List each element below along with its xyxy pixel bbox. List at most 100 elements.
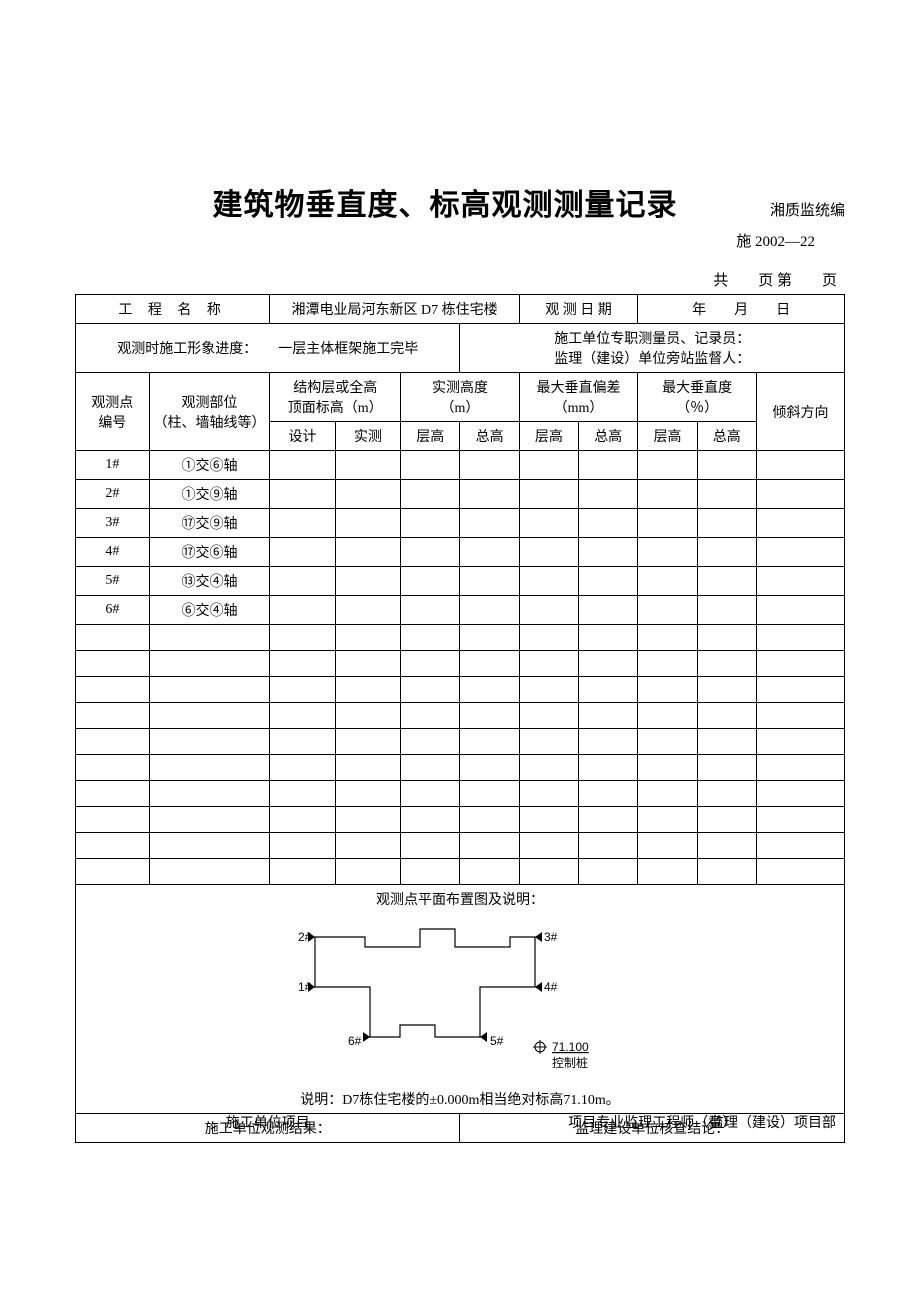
table-row: 3#⑰交⑨轴 bbox=[76, 509, 845, 538]
cell-pos: ⑰交⑨轴 bbox=[149, 509, 270, 538]
cell-empty bbox=[335, 596, 400, 625]
cell-empty bbox=[697, 703, 756, 729]
personnel-line2: 监理（建设）单位旁站监督人： bbox=[462, 348, 842, 368]
cell-empty bbox=[270, 480, 335, 509]
results-row: 施工单位观测结果： 施工单位项目 监理建设单位核查结论： 项目专业监理工程师（章… bbox=[76, 1114, 845, 1143]
cell-empty bbox=[335, 755, 400, 781]
th-max-vert: 最大垂直度（％） bbox=[638, 373, 757, 422]
cell-empty bbox=[335, 480, 400, 509]
cell-empty bbox=[697, 567, 756, 596]
cell-empty bbox=[519, 509, 578, 538]
cell-pos: ⑰交⑥轴 bbox=[149, 538, 270, 567]
cell-empty bbox=[579, 625, 638, 651]
result-left-bottom: 施工单位项目 bbox=[84, 1112, 451, 1132]
cell-empty bbox=[270, 538, 335, 567]
progress-label: 观测时施工形象进度： bbox=[117, 342, 250, 357]
diagram-pt5: 5# bbox=[490, 1034, 504, 1048]
cell-empty bbox=[756, 480, 844, 509]
cell-empty bbox=[638, 625, 697, 651]
cell-empty bbox=[697, 677, 756, 703]
cell-empty bbox=[519, 677, 578, 703]
cell-empty bbox=[335, 703, 400, 729]
cell-empty bbox=[149, 833, 270, 859]
table-row: 4#⑰交⑥轴 bbox=[76, 538, 845, 567]
cell-empty bbox=[149, 677, 270, 703]
cell-empty bbox=[401, 807, 460, 833]
cell-empty bbox=[460, 596, 519, 625]
cell-empty bbox=[697, 480, 756, 509]
th-point-no: 观测点编号 bbox=[76, 373, 150, 451]
th-lh1: 层高 bbox=[401, 422, 460, 451]
th-tilt-dir: 倾斜方向 bbox=[756, 373, 844, 451]
cell-empty bbox=[638, 451, 697, 480]
cell-empty bbox=[756, 451, 844, 480]
cell-empty bbox=[638, 480, 697, 509]
table-row-blank bbox=[76, 729, 845, 755]
th-point-pos: 观测部位（柱、墙轴线等） bbox=[149, 373, 270, 451]
cell-empty bbox=[519, 729, 578, 755]
cell-empty bbox=[460, 480, 519, 509]
diagram-pt4: 4# bbox=[544, 980, 558, 994]
info-row-1: 工 程 名 称 湘潭电业局河东新区 D7 栋住宅楼 观 测 日 期 年 月 日 bbox=[76, 295, 845, 324]
cell-empty bbox=[76, 755, 150, 781]
table-row-blank bbox=[76, 807, 845, 833]
cell-empty bbox=[756, 833, 844, 859]
cell-empty bbox=[270, 677, 335, 703]
cell-empty bbox=[579, 596, 638, 625]
cell-empty bbox=[401, 729, 460, 755]
cell-empty bbox=[401, 509, 460, 538]
th-th1: 总高 bbox=[460, 422, 519, 451]
cell-empty bbox=[697, 859, 756, 885]
result-left: 施工单位观测结果： 施工单位项目 bbox=[76, 1114, 460, 1143]
cell-empty bbox=[335, 807, 400, 833]
cell-empty bbox=[460, 807, 519, 833]
cell-empty bbox=[697, 833, 756, 859]
cell-empty bbox=[149, 859, 270, 885]
personnel-cell: 施工单位专职测量员、记录员： 监理（建设）单位旁站监督人： bbox=[460, 324, 845, 373]
cell-empty bbox=[697, 538, 756, 567]
cell-empty bbox=[756, 677, 844, 703]
cell-empty bbox=[756, 729, 844, 755]
cell-empty bbox=[270, 567, 335, 596]
cell-empty bbox=[335, 567, 400, 596]
cell-empty bbox=[579, 781, 638, 807]
cell-empty bbox=[756, 509, 844, 538]
cell-no: 3# bbox=[76, 509, 150, 538]
cell-empty bbox=[460, 538, 519, 567]
date-label: 观 测 日 期 bbox=[519, 295, 638, 324]
cell-empty bbox=[519, 625, 578, 651]
cell-empty bbox=[756, 651, 844, 677]
cell-empty bbox=[638, 538, 697, 567]
cell-empty bbox=[335, 651, 400, 677]
diagram-pt3: 3# bbox=[544, 930, 558, 944]
cell-empty bbox=[519, 807, 578, 833]
cell-empty bbox=[335, 781, 400, 807]
cell-empty bbox=[519, 451, 578, 480]
cell-empty bbox=[638, 651, 697, 677]
layout-diagram: 1# 2# 3# 4# 5# 6# 71.100 控制桩 bbox=[280, 917, 640, 1077]
cell-empty bbox=[149, 755, 270, 781]
date-value: 年 月 日 bbox=[638, 295, 845, 324]
cell-empty bbox=[579, 538, 638, 567]
cell-empty bbox=[519, 755, 578, 781]
cell-empty bbox=[76, 625, 150, 651]
cell-empty bbox=[460, 833, 519, 859]
cell-empty bbox=[638, 677, 697, 703]
cell-empty bbox=[756, 567, 844, 596]
diagram-cell: 观测点平面布置图及说明： 1# 2# 3# 4# bbox=[76, 885, 845, 1114]
cell-empty bbox=[756, 755, 844, 781]
table-row: 6#⑥交④轴 bbox=[76, 596, 845, 625]
cell-empty bbox=[579, 729, 638, 755]
th-th3: 总高 bbox=[697, 422, 756, 451]
cell-empty bbox=[638, 729, 697, 755]
cell-empty bbox=[697, 755, 756, 781]
cell-pos: ①交⑨轴 bbox=[149, 480, 270, 509]
cell-empty bbox=[697, 625, 756, 651]
cell-empty bbox=[401, 596, 460, 625]
th-struct-h: 结构层或全高顶面标高（m） bbox=[270, 373, 401, 422]
cell-empty bbox=[401, 755, 460, 781]
cell-empty bbox=[697, 781, 756, 807]
record-table: 工 程 名 称 湘潭电业局河东新区 D7 栋住宅楼 观 测 日 期 年 月 日 … bbox=[75, 294, 845, 1143]
cell-empty bbox=[149, 729, 270, 755]
cell-empty bbox=[460, 729, 519, 755]
